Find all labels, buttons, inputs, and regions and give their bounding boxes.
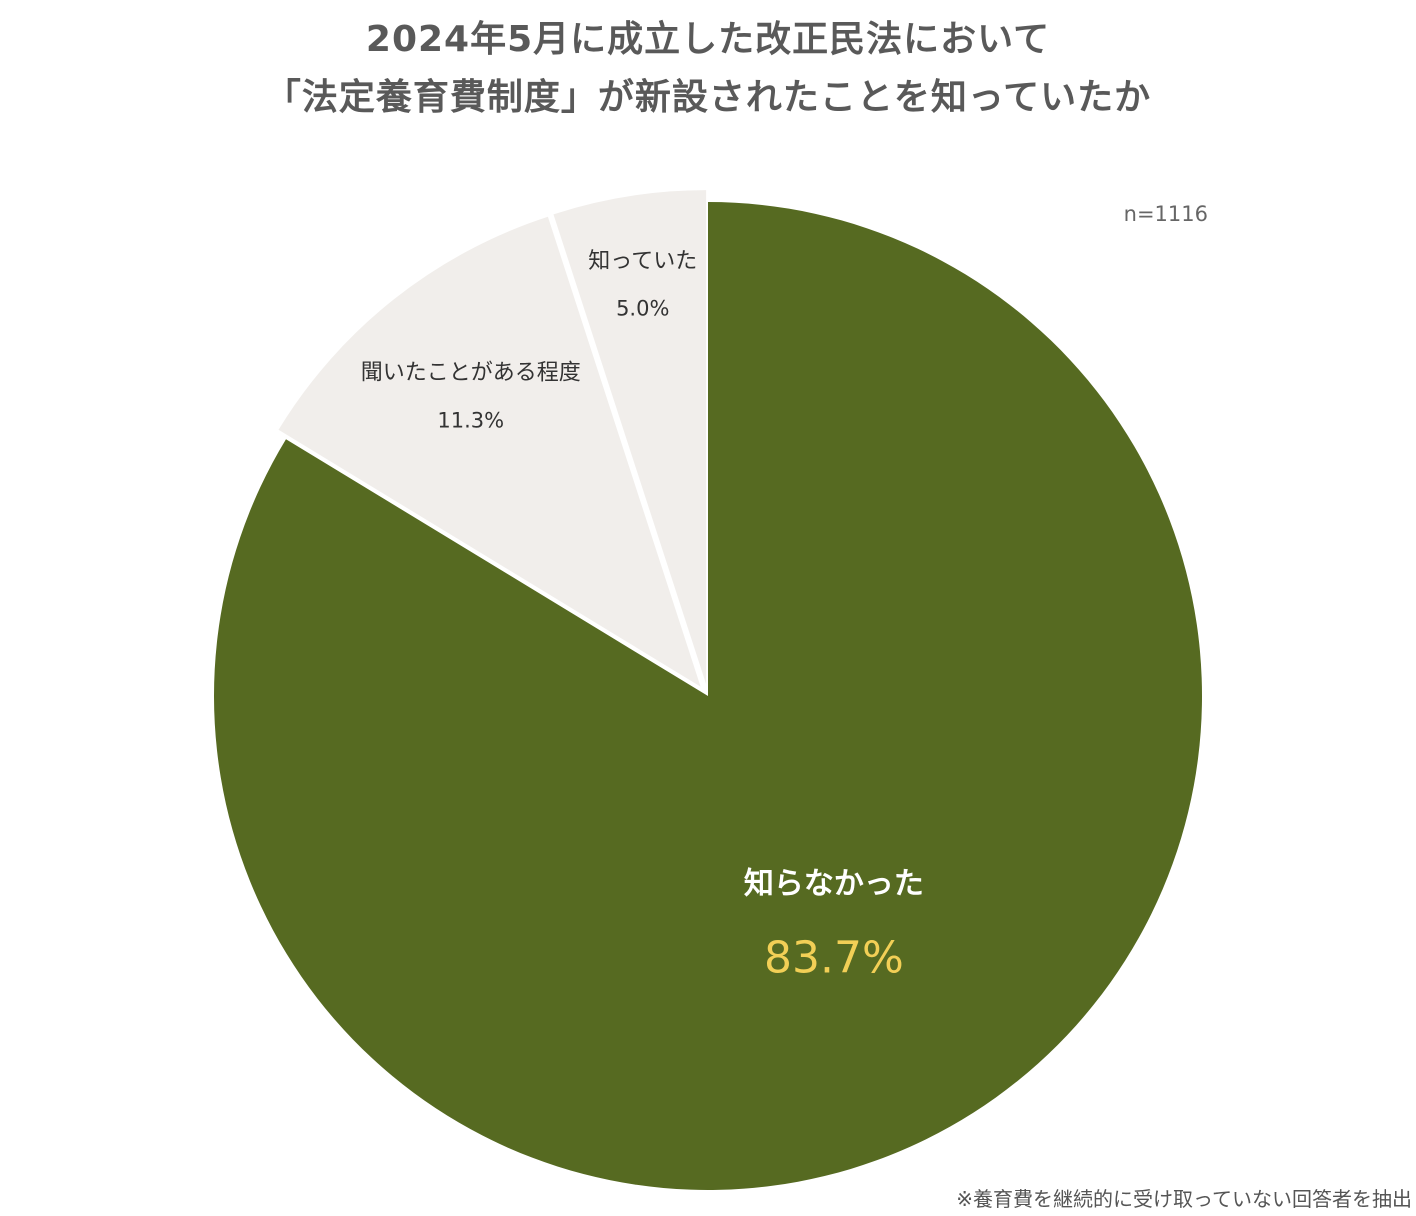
chart-title-line-2: 「法定養育費制度」が新設されたことを知っていたか: [264, 77, 1152, 118]
chart-title-line-1: 2024年5月に成立した改正民法において: [365, 19, 1051, 60]
pie-slice: [213, 202, 1203, 1190]
slice-label: 知らなかった: [744, 866, 924, 901]
pie-slice: [278, 216, 701, 687]
footnote: ※養育費を継続的に受け取っていない回答者を抽出: [956, 1187, 1412, 1211]
slice-value-label: 5.0%: [616, 296, 669, 320]
slice-label: 聞いたことがある程度: [361, 361, 581, 386]
slice-label: 知っていた: [588, 249, 697, 274]
pie-slice: [553, 190, 707, 685]
sample-size-label: n=1116: [1123, 202, 1208, 226]
slice-value-label: 11.3%: [437, 408, 504, 432]
slice-value-label: 83.7%: [764, 932, 904, 983]
